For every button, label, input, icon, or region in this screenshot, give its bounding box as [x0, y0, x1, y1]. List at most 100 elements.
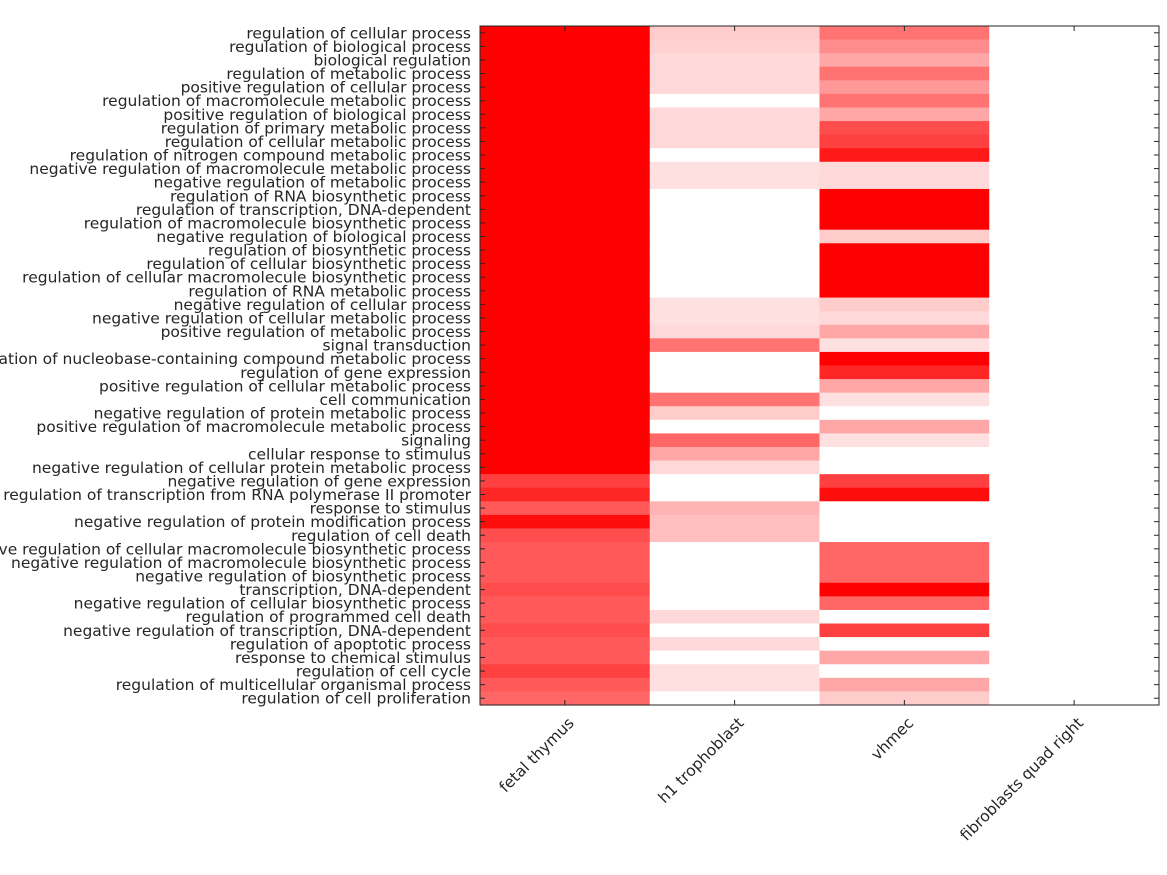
heatmap-cell [989, 637, 1160, 652]
heatmap-cell [649, 256, 821, 272]
heatmap-cell [819, 53, 990, 68]
heatmap-cell [480, 66, 651, 81]
heatmap-cell [649, 121, 821, 136]
row-label: regulation of biological process [229, 38, 471, 56]
heatmap-cell [649, 80, 821, 95]
heatmap-cell [649, 243, 821, 258]
row-label: response to stimulus [310, 500, 471, 518]
heatmap-cell [649, 93, 821, 109]
heatmap-cell [480, 26, 651, 41]
heatmap-cell [649, 66, 821, 81]
heatmap-cell [649, 406, 821, 421]
heatmap-cell [989, 93, 1160, 109]
heatmap-cell [649, 623, 821, 638]
heatmap-cell [989, 202, 1160, 217]
row-label: cellular response to stimulus [248, 445, 471, 463]
heatmap-cell [649, 555, 821, 570]
heatmap-cell [480, 53, 651, 68]
heatmap-cell [649, 311, 821, 326]
heatmap-cell [649, 161, 821, 176]
heatmap-cell [649, 514, 821, 530]
heatmap-cell [989, 474, 1160, 489]
heatmap-cell [480, 324, 651, 339]
heatmap-cell [819, 243, 990, 258]
row-label: regulation of biosynthetic process [208, 242, 471, 260]
heatmap-cell [480, 596, 651, 611]
heatmap-cell [819, 446, 990, 462]
heatmap-cell [989, 433, 1160, 448]
heatmap-cell [989, 664, 1160, 679]
heatmap-cell [480, 297, 651, 312]
heatmap-cell [819, 256, 990, 272]
row-label: negative regulation of cellular biosynth… [74, 595, 471, 613]
heatmap-cell [989, 175, 1160, 190]
row-label: negative regulation of metabolic process [154, 174, 471, 192]
heatmap-cell [649, 419, 821, 434]
row-label: regulation of cellular macromolecule bio… [22, 269, 471, 287]
row-label: regulation of cellular metabolic process [165, 133, 471, 151]
heatmap-cell [480, 351, 651, 367]
row-label: negative regulation of biosynthetic proc… [135, 567, 471, 585]
heatmap-cell [819, 677, 990, 693]
heatmap-cell [989, 446, 1160, 462]
heatmap-cell [989, 351, 1160, 367]
row-label: positive regulation of metabolic process [161, 323, 471, 341]
heatmap-cell [989, 284, 1160, 299]
heatmap-cell [989, 53, 1160, 68]
heatmap-cell [819, 311, 990, 326]
row-label: negative regulation of protein modificat… [74, 513, 471, 531]
heatmap-cell [649, 650, 821, 665]
row-label: negative regulation of cellular protein … [32, 459, 471, 477]
heatmap-cell [649, 188, 821, 204]
heatmap-cell [480, 338, 651, 353]
column-label: fetal thymus [496, 714, 578, 796]
heatmap-cell [989, 216, 1160, 231]
heatmap-cell [989, 501, 1160, 516]
heatmap-cell [819, 555, 990, 570]
heatmap-cell [649, 379, 821, 394]
row-label: regulation of nitrogen compound metaboli… [70, 147, 471, 165]
heatmap-cell [989, 297, 1160, 312]
heatmap-cell [819, 379, 990, 394]
heatmap-cell [989, 514, 1160, 530]
heatmap-cell [989, 596, 1160, 611]
heatmap-cell [480, 460, 651, 475]
column-labels: fetal thymus h1 trophoblast vhmec fibroblas… [496, 714, 1087, 844]
row-label: regulation of RNA metabolic process [188, 282, 471, 300]
heatmap-cell [989, 134, 1160, 149]
heatmap-cell [480, 650, 651, 665]
heatmap-cell [989, 121, 1160, 136]
heatmap-cell [819, 121, 990, 136]
row-label: regulation of metabolic process [226, 65, 471, 83]
row-label: negative regulation of macromolecule bio… [11, 554, 471, 572]
heatmap-cell [819, 93, 990, 109]
heatmap-cell [480, 161, 651, 176]
heatmap-cell [649, 542, 821, 557]
heatmap-cell [989, 623, 1160, 638]
heatmap-cell [480, 121, 651, 136]
heatmap-cell [649, 284, 821, 299]
heatmap-cell [819, 433, 990, 448]
row-label: regulation of cellular process [246, 24, 471, 42]
heatmap-cell [989, 528, 1160, 543]
heatmap-cell [480, 134, 651, 149]
heatmap-cell [480, 637, 651, 652]
heatmap-cell [649, 324, 821, 339]
heatmap-cell [989, 256, 1160, 272]
heatmap-cell [819, 175, 990, 190]
heatmap-cell [649, 392, 821, 407]
heatmap-cell [649, 501, 821, 516]
row-label: signaling [401, 432, 471, 450]
heatmap-cell [819, 514, 990, 530]
heatmap-cell [480, 446, 651, 462]
heatmap-cell [649, 338, 821, 353]
row-label: regulation of gene expression [240, 364, 471, 382]
heatmap-cell [480, 188, 651, 204]
heatmap-cell [649, 609, 821, 625]
heatmap-cell [649, 582, 821, 597]
heatmap-cell [480, 243, 651, 258]
heatmap-cell [989, 107, 1160, 122]
heatmap-cell [989, 487, 1160, 502]
heatmap-cell [649, 175, 821, 190]
